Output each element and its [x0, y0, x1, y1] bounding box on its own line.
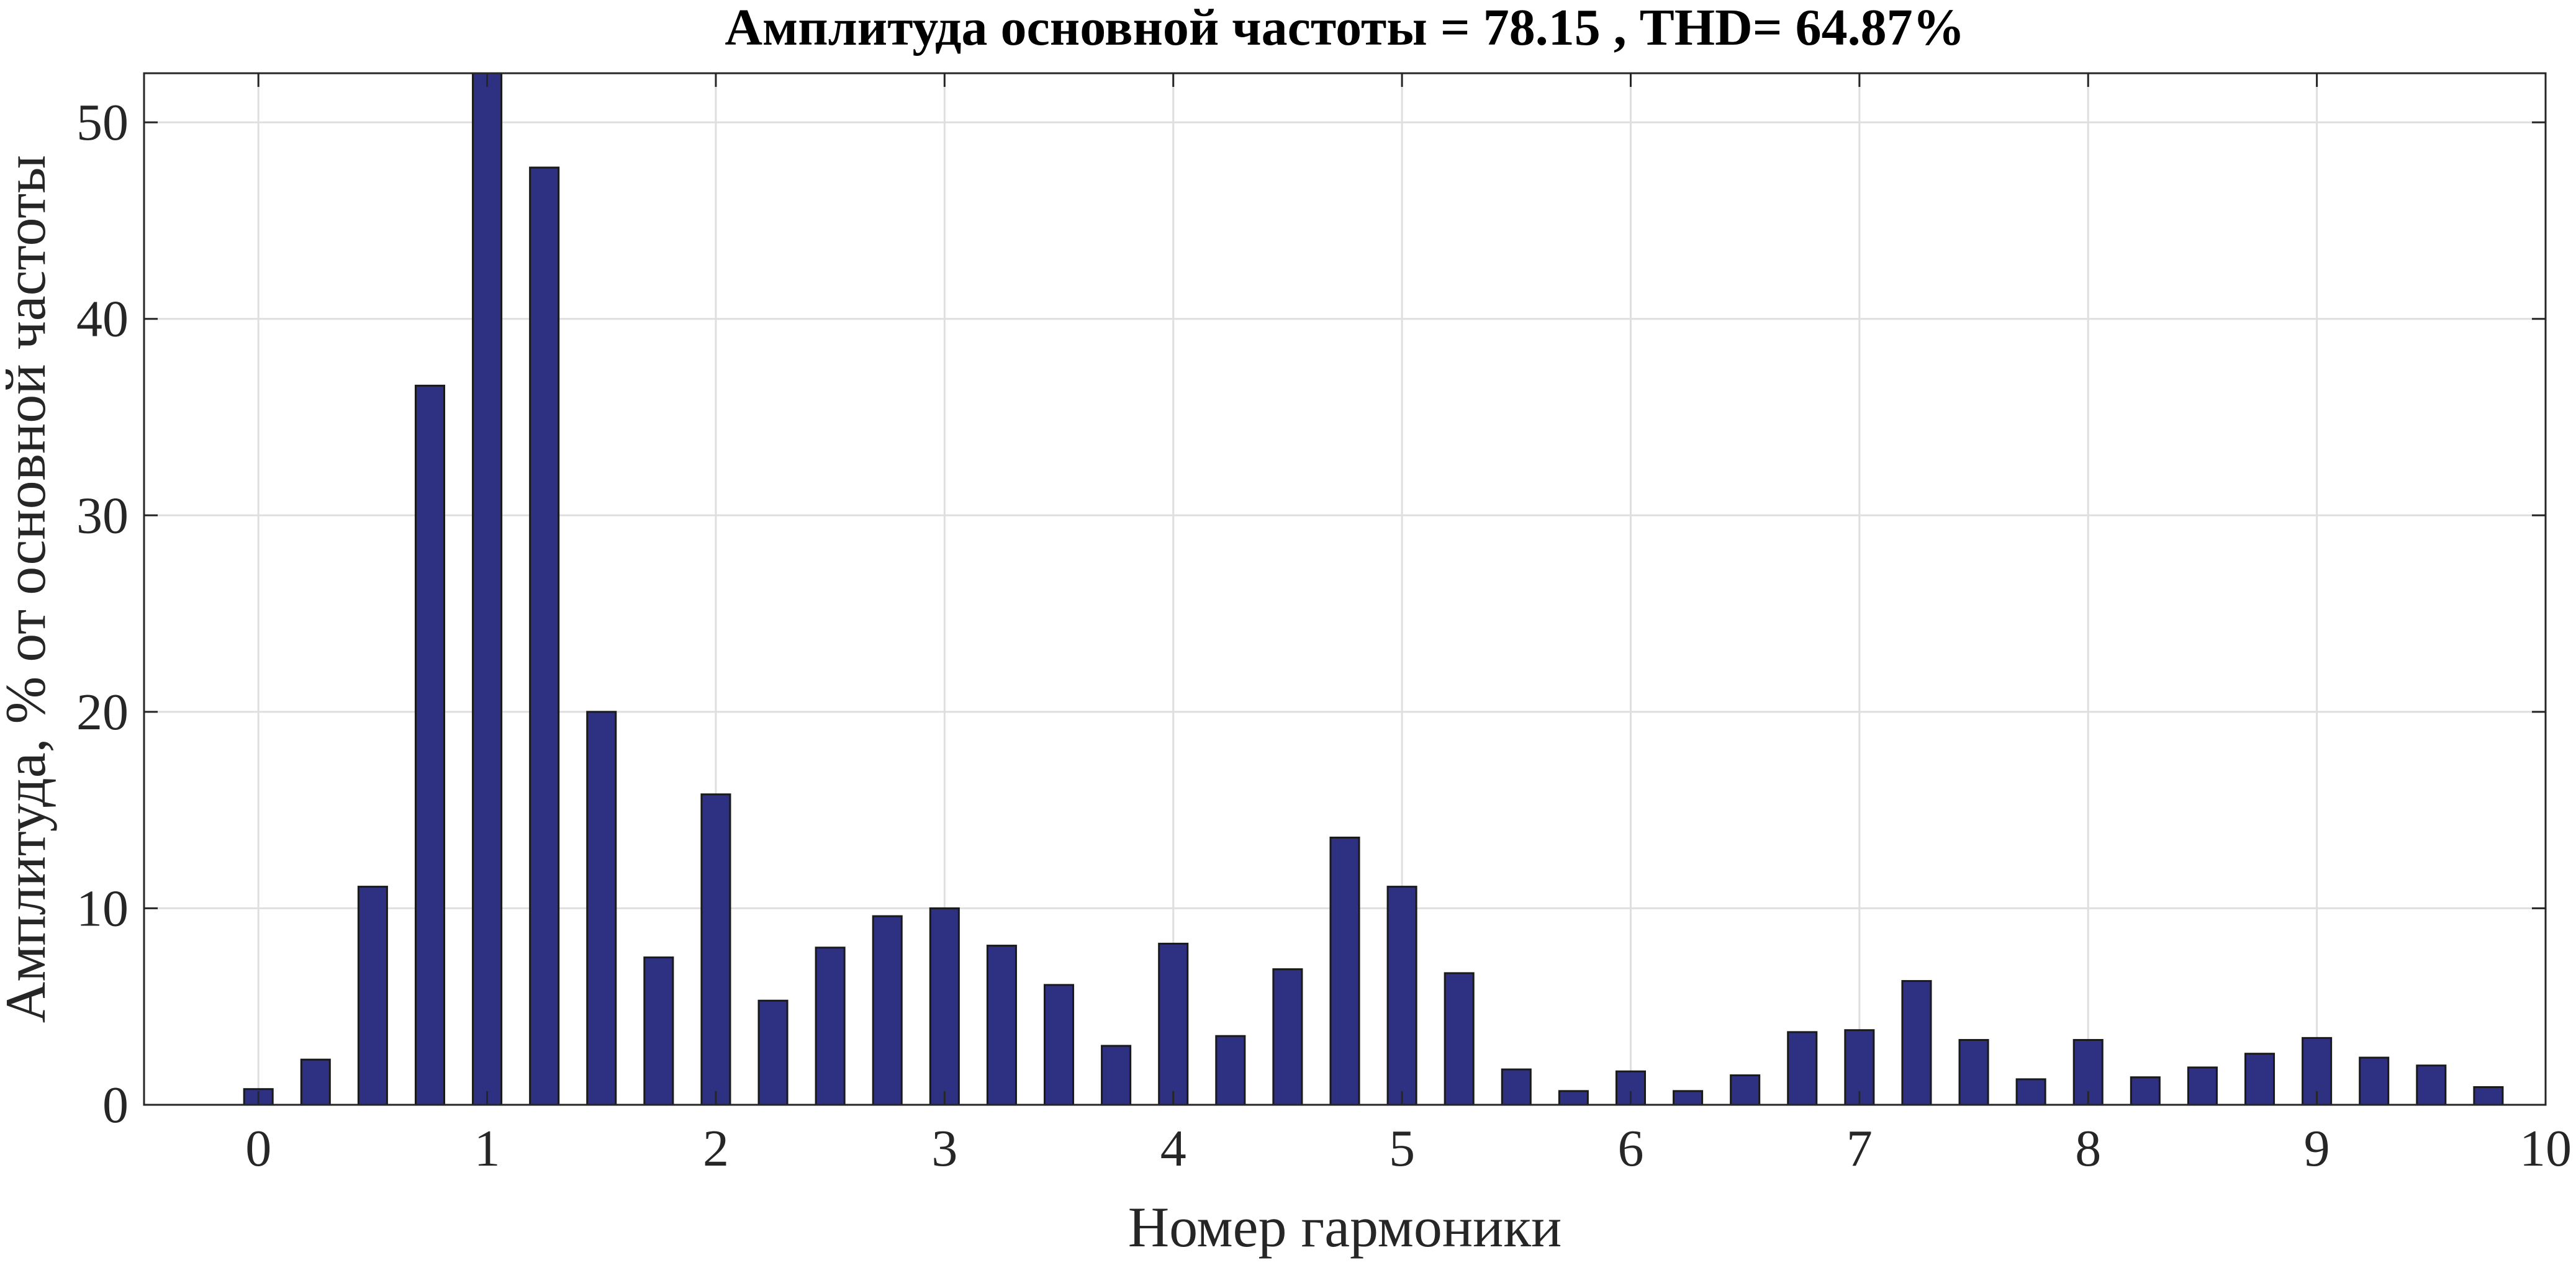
bar: [2130, 1076, 2161, 1106]
chart-title: Амплитуда основной частоты = 78.15 , THD…: [725, 0, 1964, 56]
bar: [1901, 980, 1932, 1106]
bar: [586, 711, 617, 1106]
bar: [529, 166, 560, 1106]
bar: [929, 907, 960, 1106]
bar: [2416, 1064, 2447, 1106]
bar: [300, 1058, 331, 1106]
bar: [1787, 1031, 1818, 1106]
y-tick-label: 10: [76, 879, 129, 937]
bar: [1215, 1035, 1246, 1106]
bar: [1272, 968, 1303, 1106]
bar: [1558, 1090, 1589, 1106]
bar: [1730, 1074, 1761, 1106]
bar: [815, 947, 846, 1106]
bar: [1329, 836, 1360, 1106]
bar: [643, 956, 674, 1106]
x-tick-label: 10: [2520, 1120, 2572, 1177]
x-tick-label: 6: [1617, 1120, 1643, 1177]
y-axis-label: Амплитуда, % от основной частоты: [0, 155, 57, 1023]
bar: [2473, 1086, 2504, 1106]
bar: [2015, 1078, 2046, 1106]
x-tick-label: 2: [703, 1120, 729, 1177]
x-tick-label: 8: [2075, 1120, 2101, 1177]
bar: [2244, 1053, 2275, 1106]
bar: [757, 999, 789, 1106]
bar: [2187, 1066, 2218, 1106]
y-tick-label: 0: [102, 1076, 129, 1134]
bar: [1158, 942, 1189, 1106]
bar: [1044, 984, 1075, 1106]
x-tick-label: 3: [931, 1120, 957, 1177]
y-tick-label: 40: [76, 290, 129, 348]
bar: [986, 945, 1017, 1106]
bar: [872, 915, 903, 1106]
bar: [1673, 1090, 1704, 1106]
x-tick-label: 7: [1846, 1120, 1873, 1177]
bar: [1101, 1045, 1132, 1106]
bar: [2072, 1039, 2104, 1106]
x-tick-label: 0: [245, 1120, 271, 1177]
bar: [700, 793, 731, 1106]
plot-frame: [143, 72, 2547, 1106]
bar: [1958, 1039, 1989, 1106]
ticks: 0 1 2 3 4 5 6 7 8 9 10 0 10 20 30 40 50: [76, 73, 2572, 1177]
bar: [1386, 886, 1417, 1106]
bar: [414, 384, 446, 1106]
y-tick-label: 30: [76, 487, 129, 544]
x-tick-label: 5: [1389, 1120, 1415, 1177]
bar: [1501, 1068, 1532, 1106]
y-tick-label: 20: [76, 683, 129, 741]
x-tick-label: 4: [1160, 1120, 1186, 1177]
bar: [2359, 1056, 2390, 1106]
x-tick-label: 9: [2304, 1120, 2330, 1177]
bar: [357, 886, 388, 1106]
x-axis-label: Номер гармоники: [1128, 1195, 1562, 1259]
bars: [243, 72, 2504, 1106]
bar: [472, 72, 503, 1106]
bar: [1444, 972, 1475, 1106]
y-tick-label: 50: [76, 94, 129, 151]
x-tick-label: 1: [474, 1120, 500, 1177]
